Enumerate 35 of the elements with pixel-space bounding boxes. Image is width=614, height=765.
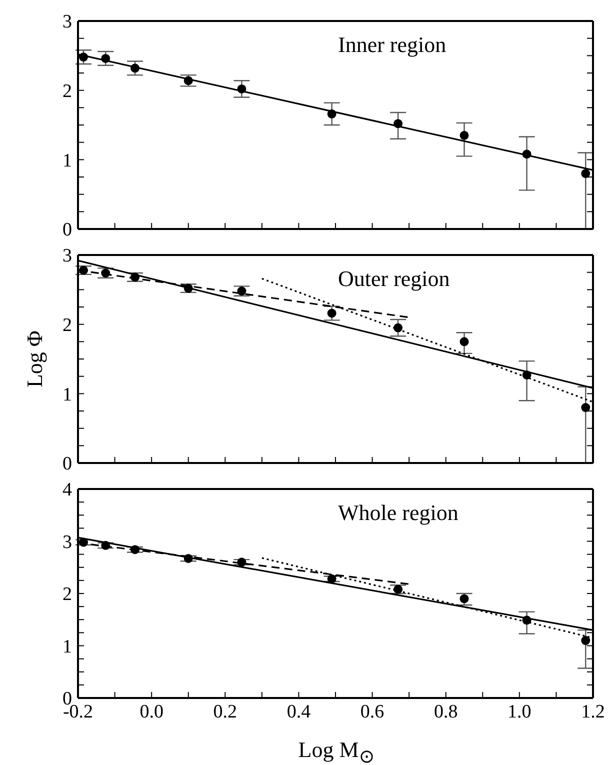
x-tick-label: 0.6	[360, 701, 384, 722]
y-axis-title: Log Φ	[22, 330, 47, 388]
y-tick-label: 1	[62, 384, 72, 406]
point	[237, 558, 246, 567]
y-tick-label: 2	[62, 584, 72, 606]
annotation: Whole region	[338, 500, 458, 526]
point	[327, 308, 336, 318]
x-tick-label: 0.8	[434, 701, 458, 722]
point	[460, 337, 469, 346]
y-tick-label: 4	[62, 480, 72, 501]
y-tick-label: 1	[62, 150, 72, 172]
point	[327, 574, 336, 584]
x-axis-title: Log M$_{⊙}$	[297, 737, 375, 765]
x-tick-label: 0.4	[286, 701, 312, 722]
point	[581, 169, 590, 178]
annotation: Inner region	[338, 32, 446, 58]
x-tick-label: 0.2	[213, 701, 238, 722]
y-tick-label: 2	[62, 315, 72, 336]
point	[581, 403, 590, 412]
x-tick-label: 1.2	[581, 701, 605, 722]
point	[581, 636, 590, 646]
point	[237, 286, 246, 296]
y-tick-label: 3	[62, 246, 72, 267]
y-tick-label: 3	[62, 532, 72, 553]
y-tick-label: 2	[62, 81, 72, 102]
point	[460, 130, 469, 140]
point	[460, 594, 469, 604]
x-tick-label: 1.0	[508, 701, 532, 722]
annotation: Outer region	[338, 266, 450, 292]
point	[394, 584, 403, 594]
y-tick-label: 1	[62, 636, 72, 658]
y-tick-label: 3	[62, 12, 72, 33]
y-tick-label: 0	[62, 454, 72, 475]
y-tick-label: 0	[62, 220, 72, 241]
x-tick-label: 0.0	[140, 701, 164, 722]
